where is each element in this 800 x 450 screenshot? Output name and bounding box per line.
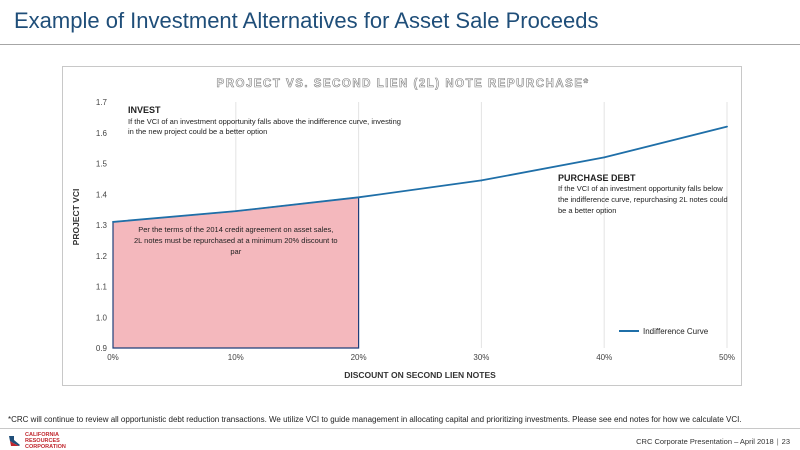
text-line: be a better option [558,206,616,215]
series-point [480,179,483,182]
text-line: 2L notes must be repurchased at a minimu… [134,236,338,245]
text-line: Per the terms of the 2014 credit agreeme… [138,225,333,234]
series-point [234,210,237,213]
logo-line-2: RESOURCES [25,438,60,444]
x-axis-label: DISCOUNT ON SECOND LIEN NOTES [344,370,496,380]
purchase-debt-annotation: PURCHASE DEBT If the VCI of an investmen… [558,173,728,215]
text-line: If the VCI of an investment opportunity … [558,184,723,193]
footnote: *CRC will continue to review all opportu… [8,415,742,424]
y-axis-label: PROJECT VCI [71,189,81,246]
legend-label: Indifference Curve [643,327,709,336]
footer: CRC Corporate Presentation – April 2018 |… [636,437,790,446]
x-tick-label: 0% [107,353,119,362]
text-line: the indifference curve, repurchasing 2L … [558,195,728,204]
series-layer [112,125,728,223]
footer-presentation-name: CRC Corporate Presentation – April 2018 [636,437,774,446]
y-tick-label: 1.0 [96,313,108,322]
series-point [726,125,728,128]
series-line-indifference-curve [112,125,728,223]
y-tick-label: 1.1 [96,283,108,292]
x-tick-label: 50% [719,353,735,362]
slide-title: Example of Investment Alternatives for A… [14,8,599,33]
text-line: par [230,247,241,256]
purchase-debt-heading: PURCHASE DEBT [558,173,636,183]
chart-svg: PROJECT VS. SECOND LIEN (2L) NOTE REPURC… [71,78,735,380]
shaded-region-text: Per the terms of the 2014 credit agreeme… [134,225,338,256]
invest-text: If the VCI of an investment opportunity … [128,117,401,136]
footer-separator: | [776,437,779,446]
series-point [357,196,360,199]
x-tick-label: 10% [228,353,244,362]
shaded-region [112,196,360,349]
shaded-region-note: Per the terms of the 2014 credit agreeme… [134,225,338,256]
text-line: If the VCI of an investment opportunity … [128,117,401,126]
chart-frame: PROJECT VS. SECOND LIEN (2L) NOTE REPURC… [62,66,742,386]
purchase-debt-text: If the VCI of an investment opportunity … [558,184,728,215]
y-tick-label: 1.4 [96,190,108,199]
series-point [112,221,114,223]
y-tick-label: 1.7 [96,98,108,107]
y-tick-label: 1.5 [96,160,108,169]
invest-heading: INVEST [128,105,161,115]
title-divider [0,44,800,45]
chart-title: PROJECT VS. SECOND LIEN (2L) NOTE REPURC… [217,78,590,90]
y-tick-label: 1.6 [96,129,108,138]
series-point [603,156,606,159]
page-number: 23 [781,437,790,446]
y-tick-label: 0.9 [96,344,108,353]
x-tick-label: 20% [351,353,367,362]
tick-layer: 0.9 1.0 1.1 1.2 1.3 1.4 1.5 1.6 1.7 0% 10% 20% 30% 40… [96,98,735,362]
california-state-icon [9,436,20,446]
shaded-region-layer [112,196,360,349]
invest-annotation: INVEST If the VCI of an investment oppor… [128,105,401,136]
logo-wordmark: CALIFORNIA RESOURCES CORPORATION [25,432,66,450]
logo-line-3: CORPORATION [25,444,66,450]
y-tick-label: 1.3 [96,221,108,230]
footer-divider [0,428,800,429]
x-tick-label: 30% [473,353,489,362]
text-line: in the new project could be a better opt… [128,127,267,136]
y-tick-label: 1.2 [96,252,108,261]
legend: Indifference Curve [619,327,709,336]
logo-line-1: CALIFORNIA [25,432,59,438]
crc-logo: CALIFORNIA RESOURCES CORPORATION [8,432,66,450]
x-tick-label: 40% [596,353,612,362]
